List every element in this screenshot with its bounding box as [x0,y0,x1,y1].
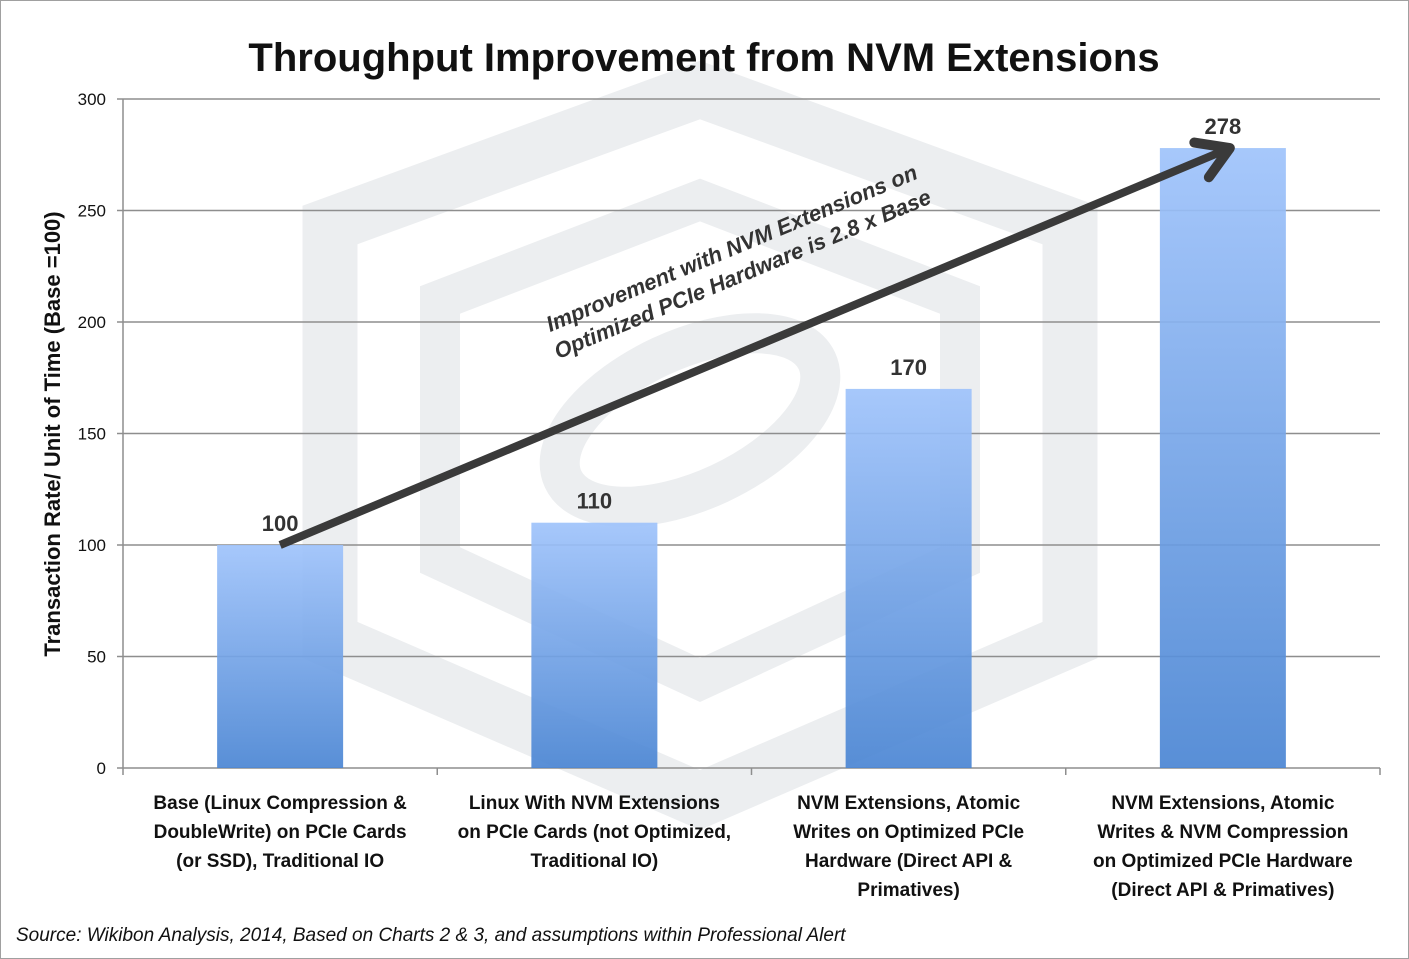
category-label-line: Base (Linux Compression & [153,793,407,814]
y-tick-label: 0 [97,759,106,778]
category-label-line: Writes on Optimized PCIe [793,822,1024,843]
bar [1159,148,1286,768]
category-label: NVM Extensions, Atomic Writes on Optimize… [793,793,1024,901]
data-labels: 100 110 170 278 [262,114,1241,536]
source-note: Source: Wikibon Analysis, 2014, Based on… [16,925,846,946]
bar [845,388,972,768]
category-label: Linux With NVM Extensions on PCIe Cards (… [458,793,731,872]
category-label-line: Hardware (Direct API & [805,851,1013,872]
y-tick-label: 150 [78,425,106,444]
bars [217,148,1286,768]
bar [217,545,344,768]
category-label-line: (or SSD), Traditional IO [176,851,384,872]
category-label-line: NVM Extensions, Atomic [1111,793,1335,814]
data-label: 170 [890,355,927,380]
category-label-line: on Optimized PCIe Hardware [1093,851,1353,872]
category-label-line: on PCIe Cards (not Optimized, [458,822,731,843]
category-label: NVM Extensions, Atomic Writes & NVM Compr… [1093,793,1353,901]
y-tick-label: 250 [78,202,106,221]
category-label-line: Writes & NVM Compression [1097,822,1348,843]
chart-title: Throughput Improvement from NVM Extensio… [248,36,1159,80]
category-label-line: Linux With NVM Extensions [469,793,720,814]
data-label: 278 [1205,114,1242,139]
y-tick-label: 200 [78,313,106,332]
bar [531,522,658,768]
category-label-line: (Direct API & Primatives) [1111,880,1334,901]
watermark-logo [302,60,1098,830]
y-tick-label: 100 [78,536,106,555]
y-tick-label: 300 [78,90,106,109]
category-label-line: NVM Extensions, Atomic [797,793,1021,814]
category-labels: Base (Linux Compression & DoubleWrite) on… [153,793,1352,901]
category-label-line: Traditional IO) [531,851,659,872]
category-label-line: Primatives) [857,880,959,901]
category-label-line: DoubleWrite) on PCIe Cards [154,822,407,843]
category-label: Base (Linux Compression & DoubleWrite) on… [153,793,407,872]
arrowhead-icon [1189,137,1235,183]
improvement-arrow [278,137,1235,549]
y-axis-label: Transaction Rate/ Unit of Time (Base =10… [40,211,65,656]
arrow-shaft [278,144,1232,549]
y-axis-ticks: 0 50 100 150 200 250 300 [78,90,123,778]
y-tick-label: 50 [87,648,106,667]
data-label: 110 [577,489,613,514]
x-axis-ticks [122,768,1381,775]
data-label: 100 [262,511,299,536]
